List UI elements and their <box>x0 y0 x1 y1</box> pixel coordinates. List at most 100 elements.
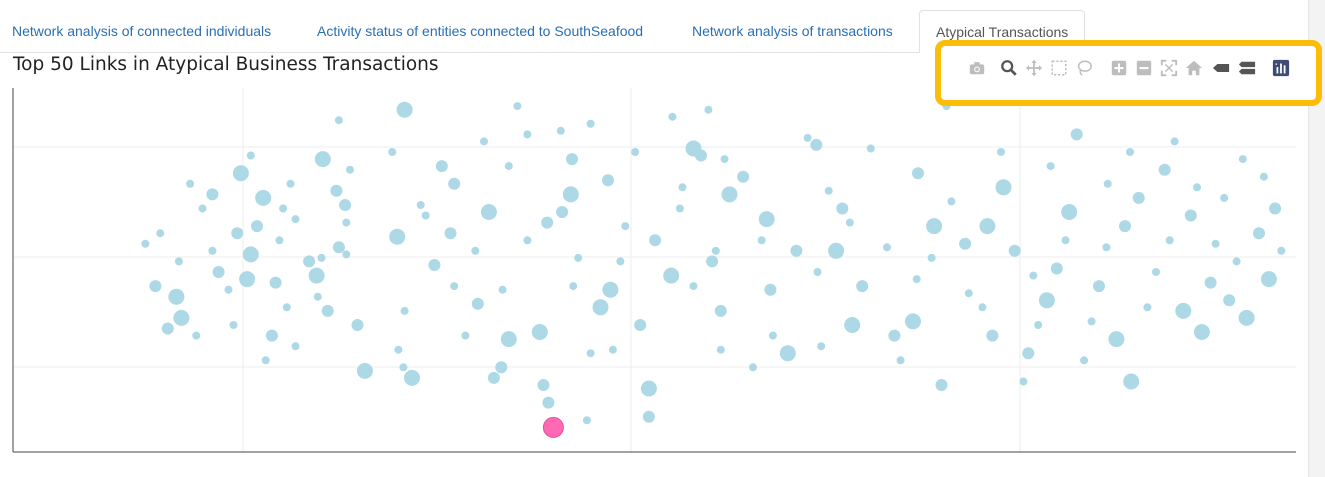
data-point[interactable] <box>764 283 777 296</box>
data-point[interactable] <box>586 119 595 128</box>
data-point[interactable] <box>1061 204 1078 220</box>
data-point[interactable] <box>888 329 901 342</box>
data-point[interactable] <box>1126 148 1134 156</box>
data-point[interactable] <box>399 363 408 372</box>
data-point[interactable] <box>616 257 625 266</box>
data-point[interactable] <box>435 160 448 173</box>
hover-closest-icon[interactable] <box>1211 58 1231 78</box>
data-point[interactable] <box>541 216 554 229</box>
data-point[interactable] <box>1008 244 1021 257</box>
data-point[interactable] <box>668 112 677 121</box>
camera-icon[interactable] <box>967 58 987 78</box>
data-point[interactable] <box>212 266 225 278</box>
data-point[interactable] <box>192 331 201 340</box>
data-point[interactable] <box>198 204 207 213</box>
autoscale-icon[interactable] <box>1159 58 1179 78</box>
data-point[interactable] <box>1152 268 1160 276</box>
data-point[interactable] <box>251 220 263 233</box>
data-point[interactable] <box>279 204 288 213</box>
data-point[interactable] <box>631 148 640 156</box>
data-point[interactable] <box>817 342 826 351</box>
data-point[interactable] <box>1253 227 1265 240</box>
data-point[interactable] <box>675 204 684 213</box>
data-point[interactable] <box>979 218 996 235</box>
data-point[interactable] <box>1102 243 1111 252</box>
data-point[interactable] <box>448 177 461 190</box>
tab-network-transactions[interactable]: Network analysis of transactions <box>692 23 893 39</box>
data-point[interactable] <box>704 105 713 114</box>
data-point[interactable] <box>317 253 326 262</box>
data-point[interactable] <box>246 151 255 160</box>
data-point[interactable] <box>813 268 822 276</box>
data-point[interactable] <box>790 244 803 257</box>
data-point[interactable] <box>574 253 583 262</box>
data-point[interactable] <box>149 280 162 293</box>
data-point[interactable] <box>964 289 973 298</box>
data-point[interactable] <box>1093 280 1105 293</box>
data-point[interactable] <box>161 322 174 335</box>
data-point[interactable] <box>523 130 532 139</box>
data-point[interactable] <box>995 179 1012 196</box>
data-point[interactable] <box>562 186 579 203</box>
data-point[interactable] <box>737 170 750 183</box>
data-point[interactable] <box>714 304 727 317</box>
page-scrollbar[interactable] <box>1308 0 1325 477</box>
data-point[interactable] <box>828 242 845 259</box>
home-icon[interactable] <box>1184 58 1204 78</box>
data-point[interactable] <box>758 211 775 228</box>
data-point[interactable] <box>208 246 217 255</box>
data-point[interactable] <box>569 282 578 291</box>
data-point[interactable] <box>592 299 609 316</box>
data-point[interactable] <box>1158 163 1171 176</box>
data-point[interactable] <box>640 380 657 397</box>
data-point[interactable] <box>935 379 948 391</box>
data-point[interactable] <box>586 349 595 358</box>
data-point[interactable] <box>242 246 259 263</box>
data-point[interactable] <box>1259 172 1268 181</box>
data-point[interactable] <box>803 133 812 142</box>
data-point[interactable] <box>346 165 354 174</box>
data-point[interactable] <box>313 292 322 301</box>
data-point[interactable] <box>1238 155 1247 164</box>
data-point[interactable] <box>1034 321 1043 329</box>
data-point[interactable] <box>685 140 702 157</box>
data-point[interactable] <box>1277 246 1286 255</box>
data-point[interactable] <box>706 255 719 268</box>
data-point[interactable] <box>400 306 409 315</box>
data-point[interactable] <box>779 345 796 362</box>
data-point[interactable] <box>173 309 190 326</box>
data-point[interactable] <box>896 356 905 365</box>
data-point[interactable] <box>1204 276 1217 289</box>
data-point[interactable] <box>531 324 548 340</box>
data-point[interactable] <box>428 259 441 271</box>
data-point[interactable] <box>621 222 630 231</box>
data-point[interactable] <box>1070 128 1083 141</box>
data-point[interactable] <box>1232 257 1241 266</box>
data-point[interactable] <box>513 102 522 111</box>
data-point[interactable] <box>836 202 849 215</box>
lasso-icon[interactable] <box>1074 58 1094 78</box>
data-point[interactable] <box>1061 236 1070 245</box>
zoom-in-icon[interactable] <box>1109 58 1129 78</box>
data-point[interactable] <box>303 255 316 268</box>
data-point[interactable] <box>1269 202 1282 215</box>
tab-activity-status[interactable]: Activity status of entities connected to… <box>317 23 644 39</box>
data-point[interactable] <box>959 237 972 250</box>
tab-network-individuals[interactable]: Network analysis of connected individual… <box>12 23 272 39</box>
data-point[interactable] <box>156 229 165 238</box>
data-point[interactable] <box>556 206 569 218</box>
data-point[interactable] <box>912 167 924 180</box>
data-point[interactable] <box>1108 331 1125 348</box>
data-point[interactable] <box>845 218 854 227</box>
data-point[interactable] <box>232 165 249 182</box>
data-point[interactable] <box>523 236 532 245</box>
hover-compare-icon[interactable] <box>1237 58 1257 78</box>
data-point[interactable] <box>721 186 738 203</box>
data-point[interactable] <box>498 285 507 294</box>
data-point[interactable] <box>504 162 513 171</box>
data-point[interactable] <box>471 246 480 255</box>
data-point[interactable] <box>634 319 647 331</box>
data-point[interactable] <box>537 379 550 391</box>
data-point[interactable] <box>582 416 591 425</box>
data-point[interactable] <box>480 204 497 220</box>
